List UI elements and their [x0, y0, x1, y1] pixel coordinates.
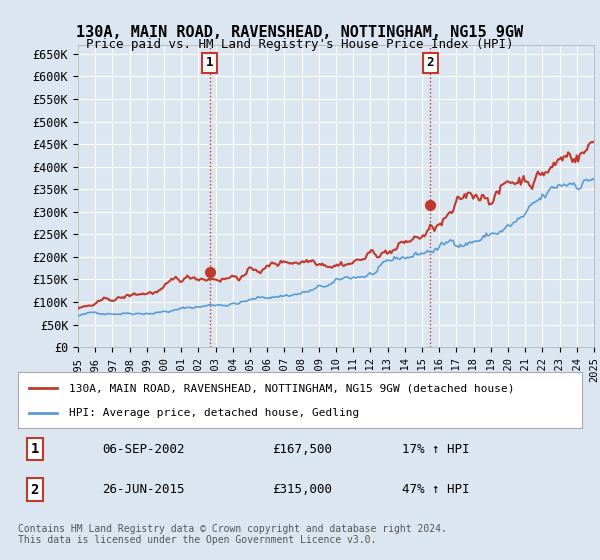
Text: £167,500: £167,500 [272, 442, 332, 456]
Text: 2: 2 [31, 483, 39, 497]
Text: £315,000: £315,000 [272, 483, 332, 496]
Text: 130A, MAIN ROAD, RAVENSHEAD, NOTTINGHAM, NG15 9GW (detached house): 130A, MAIN ROAD, RAVENSHEAD, NOTTINGHAM,… [69, 383, 514, 393]
Text: 06-SEP-2002: 06-SEP-2002 [103, 442, 185, 456]
Text: 26-JUN-2015: 26-JUN-2015 [103, 483, 185, 496]
Text: Price paid vs. HM Land Registry's House Price Index (HPI): Price paid vs. HM Land Registry's House … [86, 38, 514, 51]
Text: 2: 2 [427, 57, 434, 69]
Text: 1: 1 [31, 442, 39, 456]
Text: 1: 1 [206, 57, 214, 69]
Text: 130A, MAIN ROAD, RAVENSHEAD, NOTTINGHAM, NG15 9GW: 130A, MAIN ROAD, RAVENSHEAD, NOTTINGHAM,… [76, 25, 524, 40]
Text: 47% ↑ HPI: 47% ↑ HPI [401, 483, 469, 496]
Text: Contains HM Land Registry data © Crown copyright and database right 2024.
This d: Contains HM Land Registry data © Crown c… [18, 524, 447, 545]
Text: 17% ↑ HPI: 17% ↑ HPI [401, 442, 469, 456]
Text: HPI: Average price, detached house, Gedling: HPI: Average price, detached house, Gedl… [69, 408, 359, 418]
